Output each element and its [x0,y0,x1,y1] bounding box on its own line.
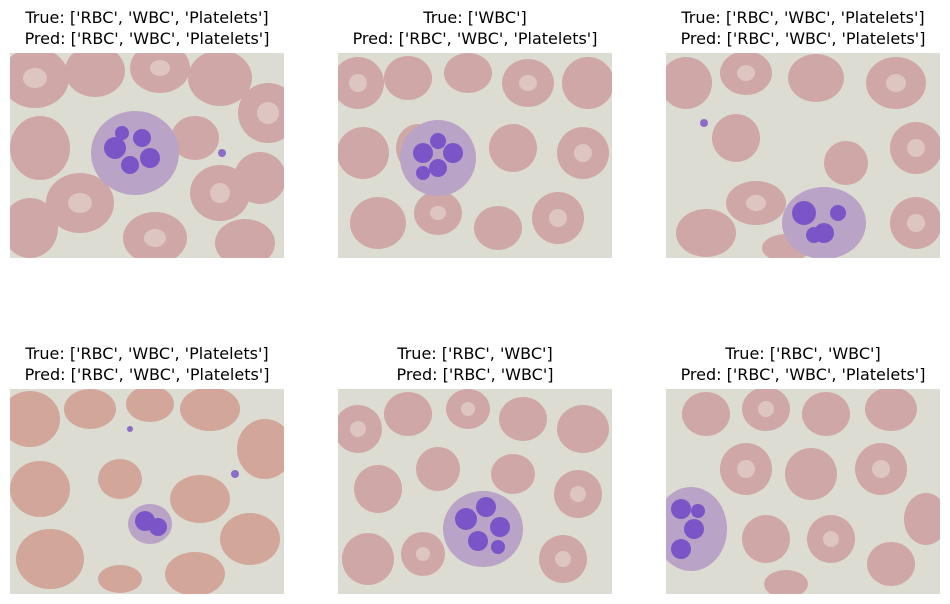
panel-5-pred-label: Pred: ['RBC', 'WBC'] [298,364,652,385]
panel-6-true-label: True: ['RBC', 'WBC'] [626,343,950,364]
panel-3-pred-label: Pred: ['RBC', 'WBC', 'Platelets'] [626,28,950,49]
panel-2-image [338,53,612,258]
panel-3-image [666,53,940,258]
panel-1-pred-label: Pred: ['RBC', 'WBC', 'Platelets'] [0,28,324,49]
panel-2-true-label: True: ['WBC'] [298,7,652,28]
panel-6-pred-label: Pred: ['RBC', 'WBC', 'Platelets'] [626,364,950,385]
panel-5-true-label: True: ['RBC', 'WBC'] [298,343,652,364]
panel-4-true-label: True: ['RBC', 'WBC', 'Platelets'] [0,343,324,364]
panel-1-image [10,53,284,258]
panel-4-pred-label: Pred: ['RBC', 'WBC', 'Platelets'] [0,364,324,385]
panel-3-true-label: True: ['RBC', 'WBC', 'Platelets'] [626,7,950,28]
panel-6-image [666,389,940,594]
panel-2-pred-label: Pred: ['RBC', 'WBC', 'Platelets'] [298,28,652,49]
panel-4-image [10,389,284,594]
panel-5-image [338,389,612,594]
panel-1-true-label: True: ['RBC', 'WBC', 'Platelets'] [0,7,324,28]
